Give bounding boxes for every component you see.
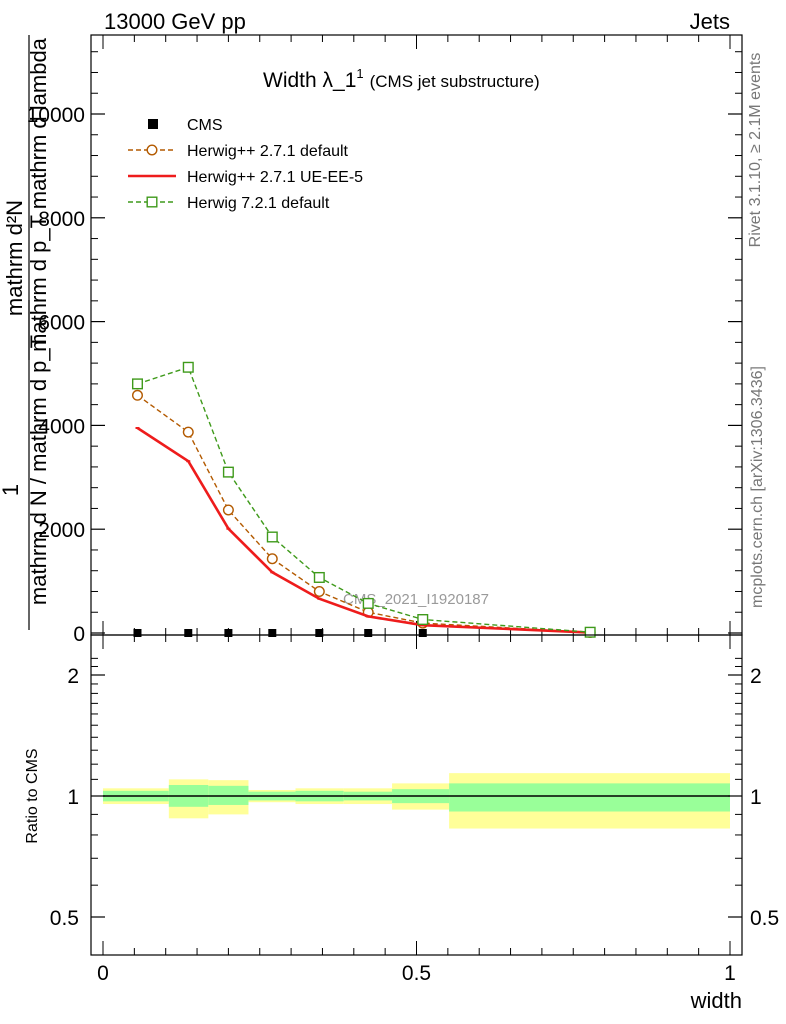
- mcplots-label: mcplots.cern.ch [arXiv:1306.3436]: [749, 366, 766, 608]
- ylabel-numerator: mathrm d²N: [2, 200, 27, 316]
- ratio-y-tick-label: 0.5: [50, 907, 79, 930]
- plot-title: Width λ_11 (CMS jet substructure): [263, 66, 540, 92]
- y-tick-label: 0: [73, 623, 85, 646]
- ratio-axis-ticks: 0.5 0.5 1 1 2 2 0 0.5 1: [50, 635, 779, 985]
- herwig7-point: [417, 614, 429, 626]
- ylabel-denominator: mathrm d p_T mathrm d lambda: [26, 37, 51, 352]
- herwig-default-point: [131, 389, 143, 401]
- cms-data-point: [224, 629, 233, 637]
- header-right: Jets: [690, 9, 730, 34]
- herwig7-point: [266, 531, 278, 543]
- herwig7-point: [182, 361, 194, 373]
- herwig7-point: [131, 378, 143, 390]
- legend-marker-square: [146, 196, 158, 208]
- herwig-default-point: [313, 585, 325, 597]
- y-tick-label: 4000: [38, 415, 85, 438]
- ratio-y-tick-label-right: 2: [750, 665, 762, 688]
- series-line-1: [137, 394, 591, 634]
- cms-data-point: [133, 629, 142, 637]
- main-series-group: [131, 361, 596, 638]
- ratio-y-tick-label: 2: [67, 665, 79, 688]
- x-axis-label: width: [690, 988, 742, 1013]
- herwig7-point: [584, 626, 596, 638]
- y-tick-label: 2000: [38, 519, 85, 542]
- legend-label-2: Herwig++ 2.7.1 UE-EE-5: [187, 169, 363, 186]
- plot-title-main: Width λ_1: [263, 69, 356, 92]
- cms-data-point: [268, 629, 277, 637]
- herwig7-point: [362, 597, 374, 609]
- ratio-bands: [103, 773, 730, 829]
- herwig-default-point: [266, 553, 278, 565]
- rivet-label: Rivet 3.1.10, ≥ 2.1M events: [747, 53, 764, 248]
- x-tick-label: 0: [97, 962, 109, 985]
- plot-title-paren: (CMS jet substructure): [370, 72, 540, 91]
- herwig-default-point: [222, 504, 234, 516]
- herwig-default-point: [182, 426, 194, 438]
- ratio-y-label: Ratio to CMS: [24, 748, 41, 843]
- cms-data-point: [315, 629, 324, 637]
- legend-marker-circle: [146, 144, 158, 156]
- plot-title-sup: 1: [356, 66, 363, 81]
- ratio-y-tick-label-right: 0.5: [750, 907, 779, 930]
- legend: CMS Herwig++ 2.7.1 default Herwig++ 2.7.1 …: [128, 117, 363, 212]
- herwig7-point: [313, 571, 325, 583]
- legend-marker-cms: [148, 119, 158, 129]
- header-left: 13000 GeV pp: [104, 9, 246, 34]
- ratio-y-tick-label: 1: [67, 786, 79, 809]
- ratio-stat-band: [449, 783, 730, 812]
- series-line-3: [137, 366, 591, 633]
- herwig7-point: [222, 466, 234, 478]
- analysis-watermark: CMS_2021_I1920187: [343, 591, 489, 608]
- ylabel-one: 1: [0, 484, 23, 496]
- x-tick-label: 0.5: [402, 962, 431, 985]
- legend-label-0: CMS: [187, 117, 223, 134]
- main-y-axis-label: mathrm d²N mathrm d p_T mathrm d lambda …: [0, 35, 51, 630]
- cms-data-point: [418, 629, 427, 637]
- main-axis-ticks: 0 2000 4000 6000 8000 10000: [27, 35, 742, 646]
- series-line-2: [136, 426, 591, 634]
- cms-data-point: [364, 629, 373, 637]
- ratio-y-tick-label-right: 1: [750, 786, 762, 809]
- y-tick-label: 10000: [27, 104, 85, 127]
- x-tick-label: 1: [724, 962, 736, 985]
- legend-label-3: Herwig 7.2.1 default: [187, 195, 330, 212]
- ylabel-prefactor: mathrm d N / mathrm d p_T: [26, 335, 51, 605]
- cms-data-point: [184, 629, 193, 637]
- y-tick-label: 6000: [38, 312, 85, 335]
- y-tick-label: 8000: [38, 208, 85, 231]
- legend-label-1: Herwig++ 2.7.1 default: [187, 143, 349, 160]
